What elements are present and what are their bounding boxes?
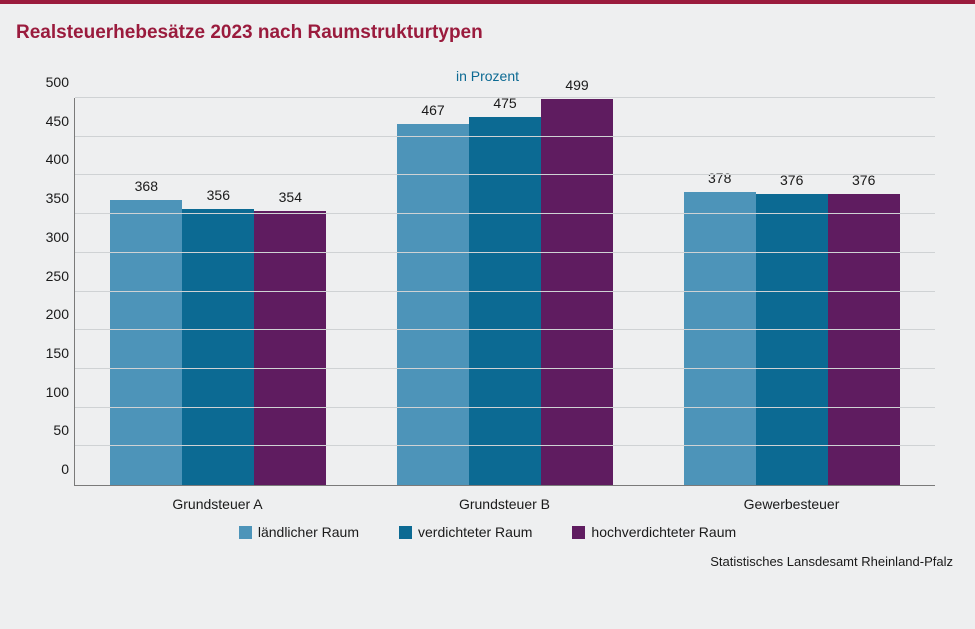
legend-item: verdichteter Raum: [399, 524, 532, 540]
bar: 467: [397, 124, 469, 485]
gridline: [75, 368, 935, 369]
y-tick-label: 450: [31, 113, 69, 129]
legend-label: hochverdichteter Raum: [591, 524, 736, 540]
x-tick-label: Grundsteuer A: [74, 490, 361, 516]
bar-value-label: 356: [207, 187, 230, 203]
bar-value-label: 378: [708, 170, 731, 186]
y-tick-label: 0: [31, 461, 69, 477]
gridline: [75, 252, 935, 253]
legend-item: ländlicher Raum: [239, 524, 359, 540]
title-bar: Realsteuerhebesätze 2023 nach Raumstrukt…: [0, 4, 975, 58]
bar: 475: [469, 117, 541, 485]
chart-area: 368356354467475499378376376 050100150200…: [30, 86, 945, 516]
gridline: [75, 174, 935, 175]
chart-subtitle: in Prozent: [0, 58, 975, 86]
y-tick-label: 500: [31, 74, 69, 90]
gridline: [75, 291, 935, 292]
gridline: [75, 136, 935, 137]
gridline: [75, 445, 935, 446]
x-tick-label: Grundsteuer B: [361, 490, 648, 516]
y-tick-label: 100: [31, 384, 69, 400]
source-text: Statistisches Lansdesamt Rheinland-Pfalz: [0, 540, 975, 569]
legend-swatch: [572, 526, 585, 539]
bar: 499: [541, 99, 613, 485]
bar-group: 368356354: [75, 98, 362, 485]
legend-label: ländlicher Raum: [258, 524, 359, 540]
gridline: [75, 407, 935, 408]
bar-group: 378376376: [648, 98, 935, 485]
bar-groups: 368356354467475499378376376: [75, 98, 935, 485]
legend-label: verdichteter Raum: [418, 524, 532, 540]
y-tick-label: 350: [31, 190, 69, 206]
gridline: [75, 97, 935, 98]
legend-swatch: [399, 526, 412, 539]
bar: 376: [828, 194, 900, 485]
bar-value-label: 467: [421, 102, 444, 118]
legend: ländlicher Raum verdichteter Raum hochverd…: [0, 516, 975, 540]
y-tick-label: 200: [31, 306, 69, 322]
y-tick-label: 250: [31, 268, 69, 284]
bar: 356: [182, 209, 254, 485]
bar-value-label: 499: [565, 77, 588, 93]
bar: 378: [684, 192, 756, 485]
x-axis-labels: Grundsteuer AGrundsteuer BGewerbesteuer: [74, 490, 935, 516]
y-tick-label: 50: [31, 422, 69, 438]
gridline: [75, 213, 935, 214]
y-tick-label: 400: [31, 151, 69, 167]
plot-area: 368356354467475499378376376 050100150200…: [74, 98, 935, 486]
bar-value-label: 368: [135, 178, 158, 194]
y-tick-label: 150: [31, 345, 69, 361]
x-tick-label: Gewerbesteuer: [648, 490, 935, 516]
chart-title: Realsteuerhebesätze 2023 nach Raumstrukt…: [16, 22, 959, 44]
bar-value-label: 354: [279, 189, 302, 205]
legend-swatch: [239, 526, 252, 539]
gridline: [75, 329, 935, 330]
legend-item: hochverdichteter Raum: [572, 524, 736, 540]
bar-group: 467475499: [362, 98, 649, 485]
y-tick-label: 300: [31, 229, 69, 245]
bar: 368: [110, 200, 182, 485]
bar: 376: [756, 194, 828, 485]
